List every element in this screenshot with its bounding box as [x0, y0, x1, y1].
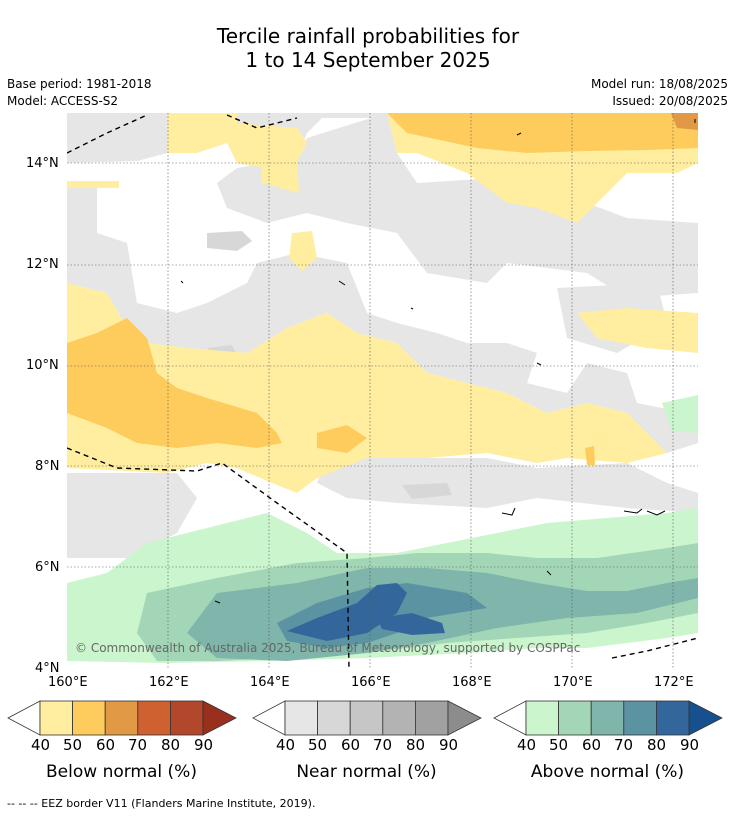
cb-above-tick-70: 70	[614, 736, 634, 754]
cb-below-tick-50: 50	[63, 736, 83, 754]
cb-near-tick-50: 50	[308, 736, 328, 754]
colorbar-swatch	[349, 700, 384, 736]
colorbar-swatch	[169, 700, 204, 736]
map-title-line-2: 1 to 14 September 2025	[245, 48, 491, 72]
model-name: Model: ACCESS-S2	[7, 94, 119, 108]
cb-below-tick-80: 80	[161, 736, 181, 754]
cb-above-tick-60: 60	[582, 736, 602, 754]
lon-tick-160e: 160°E	[48, 675, 88, 690]
lat-tick-4n: 4°N	[35, 661, 60, 676]
colorbar-swatch	[137, 700, 171, 736]
colorbar-swatch	[317, 700, 351, 736]
lon-tick-172e: 172°E	[654, 675, 694, 690]
colorbar-swatch	[104, 700, 139, 736]
cb-near-tick-70: 70	[373, 736, 393, 754]
cb-above-tick-50: 50	[549, 736, 569, 754]
colorbar-below-normal	[7, 700, 237, 736]
below-normal-label: Below normal (%)	[46, 762, 197, 782]
above-normal-80-region	[287, 583, 445, 641]
colorbar-swatch	[558, 700, 592, 736]
lon-tick-164e: 164°E	[250, 675, 290, 690]
lon-tick-168e: 168°E	[452, 675, 492, 690]
lat-tick-6n: 6°N	[35, 560, 60, 575]
base-period: Base period: 1981-2018	[7, 77, 152, 91]
cb-near-tick-90: 90	[439, 736, 459, 754]
lat-tick-10n: 10°N	[26, 358, 59, 373]
colorbars	[7, 700, 723, 736]
colorbar-swatch	[382, 700, 416, 736]
colorbar-above-normal	[493, 700, 723, 736]
probability-map	[67, 113, 698, 669]
below-normal-60-region	[671, 113, 698, 130]
map-title-line-1: Tercile rainfall probabilities for	[216, 24, 520, 48]
below-normal-50-region	[67, 113, 698, 465]
lat-tick-8n: 8°N	[35, 459, 60, 474]
colorbar-swatch	[39, 700, 73, 736]
model-run: Model run: 18/08/2025	[590, 77, 728, 91]
lon-tick-166e: 166°E	[351, 675, 391, 690]
colorbar-near-normal	[252, 700, 482, 736]
colorbar-swatch	[72, 700, 106, 736]
eez-borders	[67, 114, 698, 669]
near-normal-darker-patches	[207, 231, 452, 499]
above-normal-label: Above normal (%)	[530, 762, 685, 782]
cb-above-tick-90: 90	[680, 736, 700, 754]
cb-above-tick-40: 40	[517, 736, 537, 754]
colorbar-swatch	[284, 700, 318, 736]
cb-below-tick-70: 70	[128, 736, 148, 754]
copyright-notice: © Commonwealth of Australia 2025, Bureau…	[75, 641, 581, 655]
cb-above-tick-80: 80	[647, 736, 667, 754]
colorbar-swatch	[656, 700, 690, 736]
lat-tick-14n: 14°N	[26, 156, 59, 171]
lat-tick-12n: 12°N	[26, 257, 59, 272]
map-gridlines	[67, 113, 698, 669]
islands	[180, 119, 696, 604]
cb-below-tick-90: 90	[194, 736, 214, 754]
colorbar-swatch	[623, 700, 657, 736]
lon-tick-162e: 162°E	[149, 675, 189, 690]
cb-below-tick-60: 60	[96, 736, 116, 754]
issued-date: Issued: 20/08/2025	[612, 94, 728, 108]
colorbar-swatch	[447, 700, 482, 736]
colorbar-swatch	[590, 700, 625, 736]
colorbar-swatch	[688, 700, 723, 736]
lon-tick-170e: 170°E	[553, 675, 593, 690]
colorbar-swatch	[414, 700, 449, 736]
eez-border-legend: -- -- -- EEZ border V11 (Flanders Marine…	[7, 797, 316, 810]
cb-near-tick-80: 80	[406, 736, 426, 754]
colorbar-swatch	[202, 700, 237, 736]
cb-near-tick-60: 60	[341, 736, 361, 754]
near-normal-label: Near normal (%)	[296, 762, 437, 782]
cb-below-tick-40: 40	[31, 736, 51, 754]
cb-near-tick-40: 40	[276, 736, 296, 754]
colorbar-swatch	[525, 700, 559, 736]
